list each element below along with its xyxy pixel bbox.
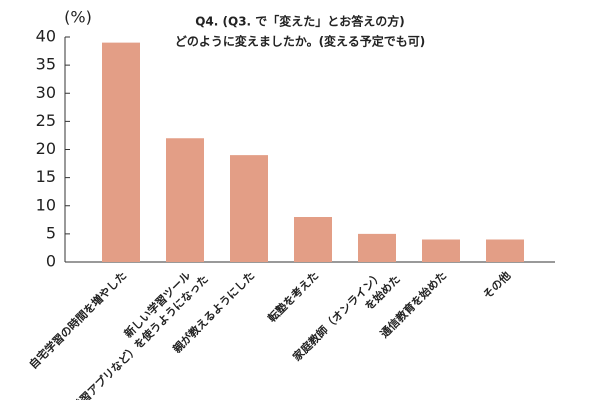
x-tick-label: 転塾を考えた xyxy=(265,268,322,325)
chart-title: どのように変えましたか。(変える予定でも可) xyxy=(175,34,425,49)
bar xyxy=(294,217,332,262)
bar xyxy=(102,42,140,262)
y-tick-label: 25 xyxy=(36,111,56,130)
y-tick-label: 10 xyxy=(36,195,56,214)
chart-title: Q4. (Q3. で「変えた」とお答えの方) xyxy=(195,14,405,29)
x-tick-label: その他 xyxy=(480,268,513,301)
y-tick-label: 15 xyxy=(36,167,56,186)
y-tick-label: 30 xyxy=(36,83,56,102)
bar xyxy=(486,239,524,262)
x-tick-label-group: 転塾を考えた xyxy=(265,268,322,325)
bar xyxy=(422,239,460,262)
y-tick-label: 35 xyxy=(36,55,56,74)
bar xyxy=(230,155,268,262)
y-tick-label: 20 xyxy=(36,139,56,158)
x-tick-label-group: 自宅学習の時間を増やした xyxy=(26,268,129,371)
x-tick-label: 自宅学習の時間を増やした xyxy=(26,268,129,371)
y-axis-label: (%) xyxy=(64,8,92,27)
bar xyxy=(166,138,204,262)
x-tick-label-group: その他 xyxy=(480,268,513,301)
y-tick-label: 40 xyxy=(36,27,56,46)
bar xyxy=(358,233,396,262)
y-tick-label: 5 xyxy=(46,223,56,242)
y-tick-label: 0 xyxy=(46,252,56,271)
